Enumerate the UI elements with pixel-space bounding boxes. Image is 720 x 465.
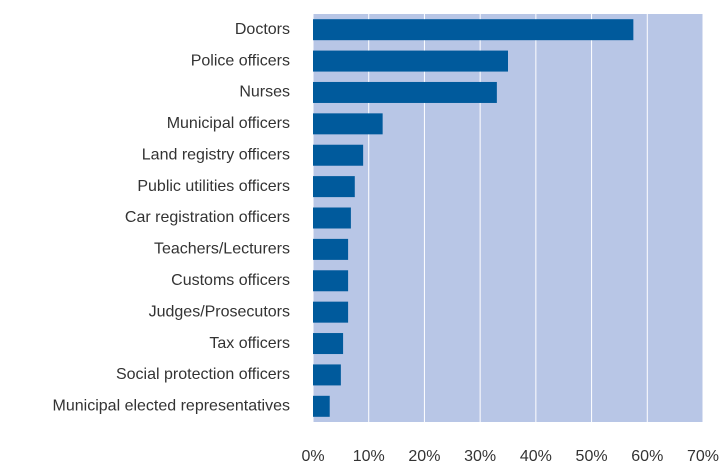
y-tick-label: Judges/Prosecutors bbox=[149, 303, 290, 320]
x-tick-label: 60% bbox=[631, 448, 663, 465]
bar bbox=[313, 81, 497, 103]
y-tick-label: Police officers bbox=[191, 52, 290, 69]
x-tick-label: 10% bbox=[353, 448, 385, 465]
bar bbox=[313, 113, 383, 135]
x-tick-label: 40% bbox=[520, 448, 552, 465]
x-tick-label: 0% bbox=[301, 448, 324, 465]
y-tick-label: Customs officers bbox=[171, 272, 290, 289]
x-tick-label: 20% bbox=[408, 448, 440, 465]
bar bbox=[313, 270, 349, 292]
bar bbox=[313, 207, 351, 229]
y-tick-label: Municipal officers bbox=[167, 115, 290, 132]
bar bbox=[313, 238, 349, 260]
y-tick-label: Land registry officers bbox=[142, 146, 290, 163]
y-tick-label: Car registration officers bbox=[125, 209, 290, 226]
bar bbox=[313, 301, 349, 323]
y-tick-label: Teachers/Lecturers bbox=[154, 241, 290, 258]
y-tick-label: Social protection officers bbox=[116, 366, 290, 383]
bar bbox=[313, 50, 508, 72]
bar bbox=[313, 176, 355, 198]
x-tick-label: 30% bbox=[464, 448, 496, 465]
bar bbox=[313, 395, 330, 417]
y-tick-label: Tax officers bbox=[209, 335, 290, 352]
bar bbox=[313, 19, 634, 41]
x-tick-label: 70% bbox=[687, 448, 719, 465]
bar bbox=[313, 144, 364, 166]
plot-area bbox=[313, 14, 703, 422]
y-tick-label: Doctors bbox=[235, 21, 290, 38]
y-tick-label: Municipal elected representatives bbox=[53, 398, 290, 415]
x-tick-label: 50% bbox=[576, 448, 608, 465]
y-tick-label: Nurses bbox=[239, 84, 290, 101]
bar bbox=[313, 364, 341, 386]
y-tick-label: Public utilities officers bbox=[137, 178, 290, 195]
bar bbox=[313, 333, 344, 355]
